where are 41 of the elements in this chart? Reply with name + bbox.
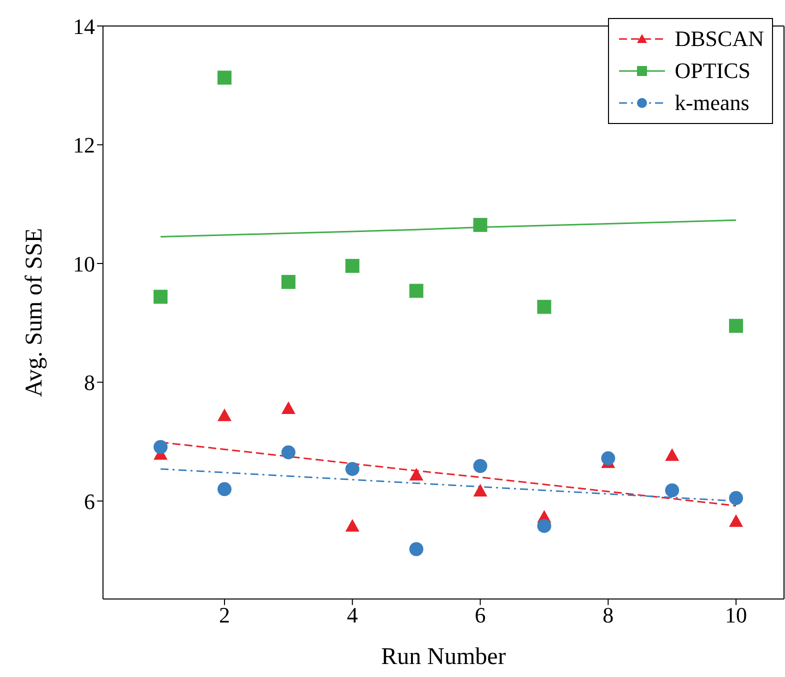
point: [281, 274, 296, 289]
y-tick-label: 14: [73, 14, 95, 39]
point: [345, 462, 360, 476]
y-tick-label: 8: [84, 370, 95, 396]
point: [217, 482, 232, 496]
x-tick-label: 2: [218, 602, 230, 628]
x-tick-label: 4: [346, 602, 358, 628]
point: [665, 483, 680, 498]
legend-label: OPTICS: [674, 57, 751, 85]
point: [154, 440, 168, 454]
point: [409, 468, 424, 480]
x-tick-label: 8: [602, 602, 614, 628]
x-axis-title: Run Number: [381, 644, 506, 670]
y-tick-label: 12: [73, 132, 95, 158]
x-tick-label: 6: [474, 602, 486, 628]
point: [409, 284, 424, 298]
point: [665, 448, 680, 461]
point: [154, 290, 168, 304]
point: [473, 484, 488, 497]
point: [281, 401, 296, 414]
point: [601, 451, 616, 466]
y-tick-label: 10: [73, 251, 95, 276]
point: [729, 514, 744, 527]
point: [537, 518, 552, 533]
legend-label: DBSCAN: [674, 25, 764, 53]
point: [473, 218, 488, 232]
legend-label: k-means: [674, 89, 750, 117]
line-series: [160, 219, 737, 238]
point: [729, 318, 744, 333]
x-tick-label: 10: [725, 602, 748, 628]
y-tick-label: 6: [84, 488, 95, 514]
point: [409, 542, 424, 556]
point: [217, 408, 232, 422]
point: [345, 258, 360, 273]
y-axis-title: Avg. Sum of SSE: [22, 228, 48, 397]
point: [537, 300, 552, 314]
point: [281, 445, 296, 460]
point: [729, 491, 744, 506]
point: [345, 518, 360, 532]
point: [217, 70, 232, 85]
point: [473, 458, 488, 473]
